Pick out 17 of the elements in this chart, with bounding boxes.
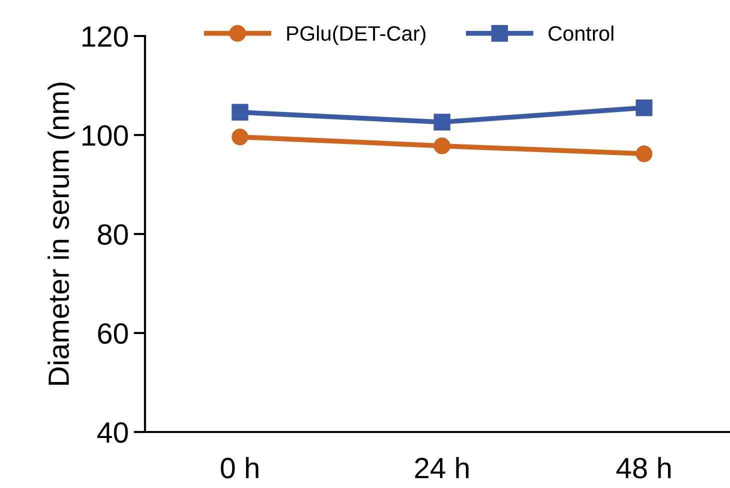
y-axis-title: Diameter in serum (nm) [48, 82, 75, 385]
point [434, 114, 450, 130]
y-tick-label: 120 [82, 26, 128, 47]
y-tick-label: 100 [82, 125, 128, 146]
x-tick-label: 24 h [415, 457, 469, 478]
point [232, 128, 248, 146]
x-tick-label: 0 h [220, 457, 258, 478]
legend-label: Control [548, 26, 614, 41]
x-tick-label: 48 h [616, 457, 671, 478]
point [232, 104, 248, 121]
point [636, 99, 652, 116]
y-tick-label: 80 [98, 224, 128, 245]
point [636, 145, 652, 162]
y-tick-label: 40 [97, 422, 128, 443]
legend-label: PGlu(DET-Car) [287, 26, 426, 45]
y-tick-label: 60 [98, 323, 128, 344]
point [434, 138, 450, 154]
